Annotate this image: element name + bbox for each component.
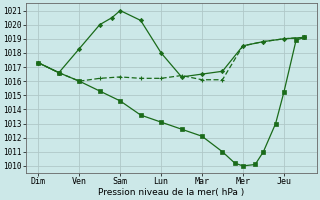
X-axis label: Pression niveau de la mer( hPa ): Pression niveau de la mer( hPa ) — [98, 188, 244, 197]
